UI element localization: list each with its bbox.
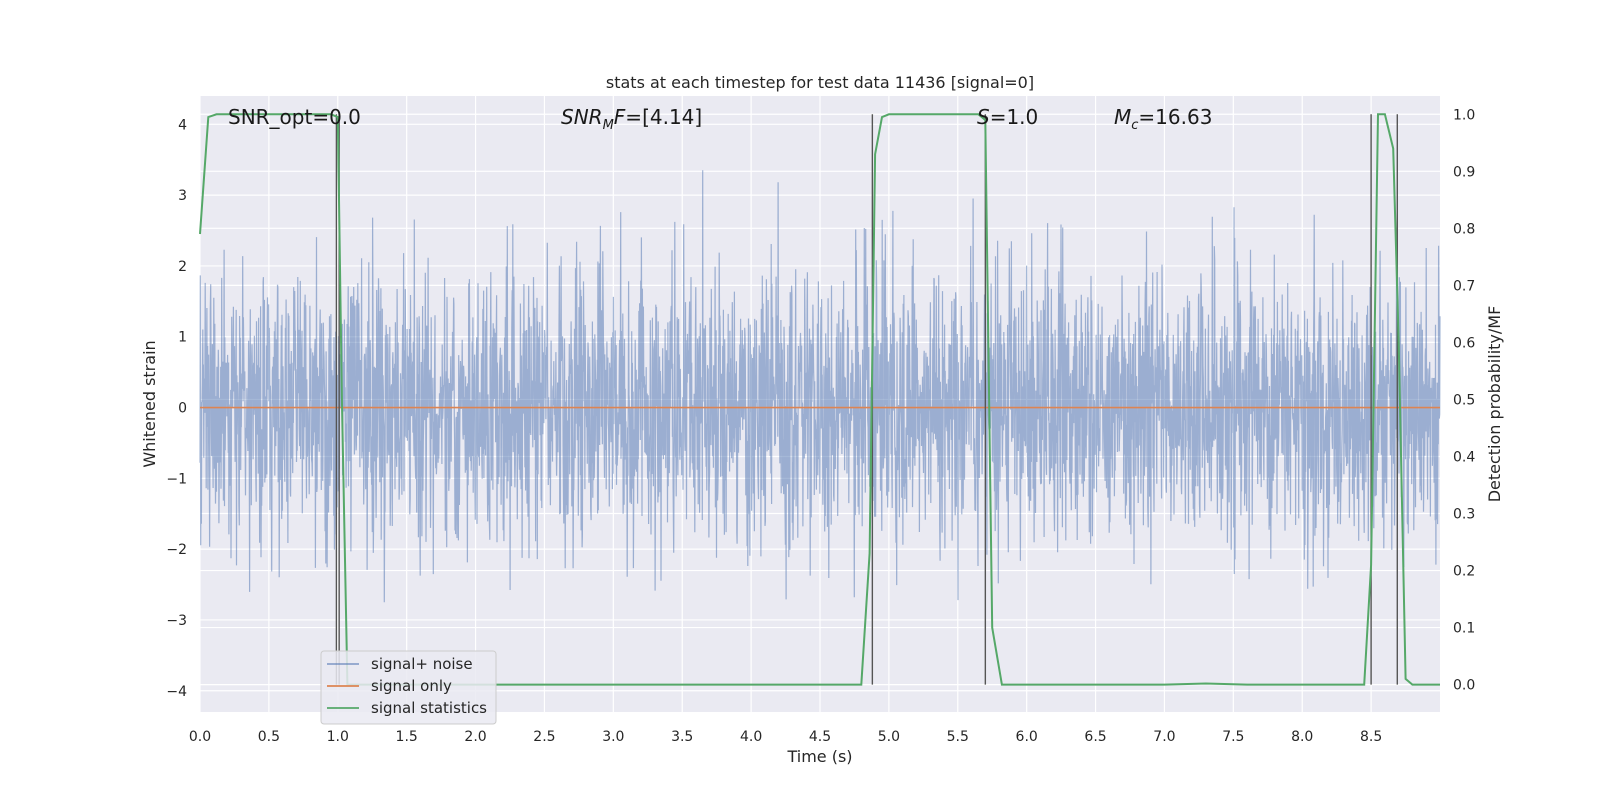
x-tick-label: 7.0 <box>1153 729 1175 745</box>
y-tick-label: 2 <box>178 259 187 275</box>
x-tick-label: 2.5 <box>533 729 555 745</box>
y2-tick-label: 1.0 <box>1453 107 1475 123</box>
y2-tick-label: 0.2 <box>1453 564 1475 580</box>
signal-statistics-series <box>199 113 1440 686</box>
x-tick-label: 8.0 <box>1291 729 1313 745</box>
legend-label-noise: signal+ noise <box>371 655 473 673</box>
annotation-s: S=1.0 <box>977 105 1038 129</box>
y-tick-labels: 4 3 2 1 0 −1 −2 −3 −4 <box>166 117 187 699</box>
legend-label-signal: signal only <box>371 677 452 695</box>
y2-tick-label: 0.6 <box>1453 335 1475 351</box>
x-tick-label: 6.5 <box>1084 729 1106 745</box>
annotation-mc: Mc=16.63 <box>1114 105 1212 133</box>
x-tick-label: 4.0 <box>740 729 762 745</box>
y2-tick-label: 0.8 <box>1453 221 1475 237</box>
annotation-snr-mf: SNRMF=[4.14] <box>561 105 702 133</box>
x-tick-label: 1.5 <box>396 729 418 745</box>
svg-text:S=1.0: S=1.0 <box>977 105 1038 129</box>
svg-text:SNRMF=[4.14]: SNRMF=[4.14] <box>561 105 702 133</box>
y-tick-label: −1 <box>166 471 187 487</box>
y2-tick-label: 0.3 <box>1453 507 1475 523</box>
y2-axis-label: Detection probability/MF <box>1485 306 1504 503</box>
x-tick-label: 3.5 <box>671 729 693 745</box>
chart-title: stats at each timestep for test data 114… <box>606 73 1034 92</box>
s-value: =1.0 <box>990 105 1039 129</box>
y2-tick-labels: 1.0 0.9 0.8 0.7 0.6 0.5 0.4 0.3 0.2 0.1 0.0 <box>1453 107 1475 693</box>
y-tick-label: 4 <box>178 117 187 133</box>
y2-tick-label: 0.1 <box>1453 621 1475 637</box>
y-tick-label: 1 <box>178 330 187 346</box>
legend: signal+ noise signal only signal statist… <box>320 650 497 725</box>
y2-tick-label: 0.9 <box>1453 164 1475 180</box>
y-tick-label: −4 <box>166 684 187 700</box>
threshold-vlines <box>335 114 1398 685</box>
y-axis-label: Whitened strain <box>140 340 159 467</box>
y-tick-label: −2 <box>166 542 187 558</box>
annotation-snr-opt: SNR_opt=0.0 <box>228 105 361 129</box>
legend-box <box>320 650 497 725</box>
x-axis-label: Time (s) <box>786 747 852 766</box>
signal-statistics-line <box>199 113 1440 686</box>
signal-noise-series <box>199 170 1441 603</box>
snr-mf-value: [4.14] <box>642 105 702 129</box>
y-tick-label: −3 <box>166 613 187 629</box>
x-tick-label: 5.5 <box>947 729 969 745</box>
x-tick-label: 0.0 <box>189 729 211 745</box>
x-tick-label: 8.5 <box>1360 729 1382 745</box>
x-tick-label: 6.0 <box>1016 729 1038 745</box>
y2-tick-label: 0.7 <box>1453 278 1475 294</box>
x-tick-label: 2.0 <box>464 729 486 745</box>
legend-label-statistics: signal statistics <box>371 699 487 717</box>
x-tick-label: 0.5 <box>258 729 280 745</box>
x-tick-label: 5.0 <box>878 729 900 745</box>
x-tick-labels: 0.0 0.5 1.0 1.5 2.0 2.5 3.0 3.5 4.0 4.5 5.0 5.5 6.0 6… <box>189 729 1382 745</box>
x-tick-label: 4.5 <box>809 729 831 745</box>
y-tick-label: 0 <box>178 401 187 417</box>
y2-tick-label: 0.0 <box>1453 678 1475 694</box>
x-tick-label: 7.5 <box>1222 729 1244 745</box>
x-tick-label: 3.0 <box>602 729 624 745</box>
y2-tick-label: 0.5 <box>1453 392 1475 408</box>
y2-tick-label: 0.4 <box>1453 449 1475 465</box>
y-tick-label: 3 <box>178 188 187 204</box>
signal-noise-line <box>199 170 1441 603</box>
mc-value: =16.63 <box>1138 105 1212 129</box>
x-tick-label: 1.0 <box>327 729 349 745</box>
svg-text:Mc=16.63: Mc=16.63 <box>1114 105 1212 133</box>
